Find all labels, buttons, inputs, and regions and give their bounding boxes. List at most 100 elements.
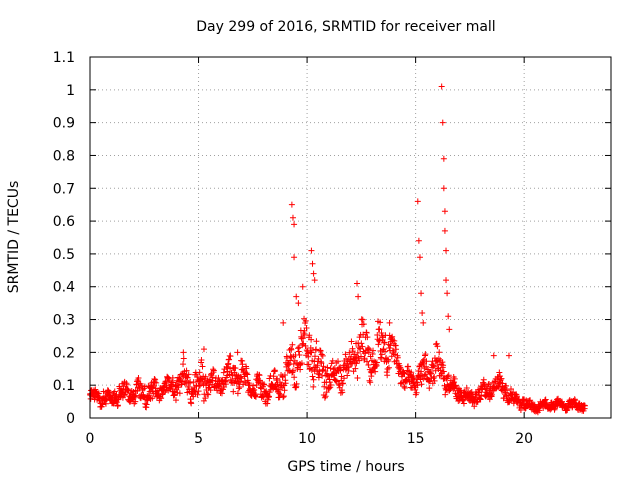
data-point bbox=[310, 383, 317, 390]
data-point bbox=[99, 401, 106, 408]
y-tick-label: 1.1 bbox=[53, 50, 75, 66]
data-point bbox=[358, 340, 365, 347]
y-tick-label: 0.3 bbox=[53, 313, 75, 329]
data-point bbox=[170, 379, 177, 386]
data-point bbox=[135, 384, 142, 391]
data-point bbox=[222, 381, 229, 388]
data-point bbox=[318, 360, 325, 367]
data-point bbox=[289, 214, 296, 221]
data-point bbox=[445, 313, 452, 320]
data-point bbox=[309, 260, 316, 267]
data-point bbox=[220, 369, 227, 376]
data-point bbox=[417, 376, 424, 383]
data-point bbox=[378, 351, 385, 358]
data-point bbox=[381, 339, 388, 346]
data-point bbox=[195, 388, 202, 395]
data-point bbox=[358, 353, 365, 360]
data-point bbox=[102, 400, 109, 407]
data-point bbox=[422, 351, 429, 358]
data-point bbox=[223, 364, 230, 371]
y-tick-label: 0.9 bbox=[53, 116, 75, 132]
data-point bbox=[503, 382, 510, 389]
data-point bbox=[198, 357, 205, 364]
data-point bbox=[497, 373, 504, 380]
data-point bbox=[191, 388, 198, 395]
data-point bbox=[153, 379, 160, 386]
data-point bbox=[401, 383, 408, 390]
data-point bbox=[386, 344, 393, 351]
data-point bbox=[152, 376, 159, 383]
data-point bbox=[416, 254, 423, 261]
data-point bbox=[199, 363, 206, 370]
data-point bbox=[119, 394, 126, 401]
data-point bbox=[172, 397, 179, 404]
data-point bbox=[348, 338, 355, 345]
data-point bbox=[439, 359, 446, 366]
data-point bbox=[180, 349, 187, 356]
data-point bbox=[92, 386, 99, 393]
data-point bbox=[463, 385, 470, 392]
data-point bbox=[319, 352, 326, 359]
data-point bbox=[421, 372, 428, 379]
data-point bbox=[95, 390, 102, 397]
data-point bbox=[393, 346, 400, 353]
y-tick-label: 0.4 bbox=[53, 280, 75, 296]
data-point bbox=[442, 391, 449, 398]
data-point bbox=[194, 391, 201, 398]
data-point bbox=[244, 377, 251, 384]
data-point bbox=[440, 185, 447, 192]
data-point bbox=[175, 384, 182, 391]
data-point bbox=[303, 347, 310, 354]
data-point bbox=[445, 372, 452, 379]
data-point bbox=[504, 387, 511, 394]
data-point bbox=[196, 369, 203, 376]
data-point bbox=[414, 382, 421, 389]
data-point bbox=[158, 395, 165, 402]
data-point bbox=[238, 375, 245, 382]
data-point bbox=[418, 368, 425, 375]
data-point bbox=[360, 321, 367, 328]
data-point bbox=[100, 388, 107, 395]
data-point bbox=[438, 83, 445, 90]
data-point bbox=[497, 376, 504, 383]
data-point bbox=[322, 393, 329, 400]
data-point bbox=[439, 119, 446, 126]
plot-frame bbox=[89, 56, 612, 419]
data-point bbox=[207, 387, 214, 394]
data-point bbox=[243, 370, 250, 377]
data-point bbox=[339, 389, 346, 396]
data-point bbox=[132, 392, 139, 399]
data-point bbox=[298, 360, 305, 367]
data-point bbox=[194, 373, 201, 380]
data-point bbox=[309, 373, 316, 380]
chart-title: Day 299 of 2016, SRMTID for receiver mal… bbox=[196, 19, 495, 35]
y-tick-label: 0.2 bbox=[53, 345, 75, 361]
data-point bbox=[527, 397, 534, 404]
data-point bbox=[375, 341, 382, 348]
data-point bbox=[232, 365, 239, 372]
data-point bbox=[382, 348, 389, 355]
data-point bbox=[405, 363, 412, 370]
data-point bbox=[124, 386, 131, 393]
data-point bbox=[323, 389, 330, 396]
data-point bbox=[332, 377, 339, 384]
data-point bbox=[441, 227, 448, 234]
data-point bbox=[326, 385, 333, 392]
data-point bbox=[297, 361, 304, 368]
data-point bbox=[376, 337, 383, 344]
data-point bbox=[289, 341, 296, 348]
data-point bbox=[176, 390, 183, 397]
data-point bbox=[440, 368, 447, 375]
data-point bbox=[290, 367, 297, 374]
data-point bbox=[310, 376, 317, 383]
data-point bbox=[486, 381, 493, 388]
data-point bbox=[200, 397, 207, 404]
data-point bbox=[317, 347, 324, 354]
data-point bbox=[282, 380, 289, 387]
data-point bbox=[471, 403, 478, 410]
data-point bbox=[330, 366, 337, 373]
data-point bbox=[377, 319, 384, 326]
data-point bbox=[426, 385, 433, 392]
data-point bbox=[373, 359, 380, 366]
data-point bbox=[478, 392, 485, 399]
